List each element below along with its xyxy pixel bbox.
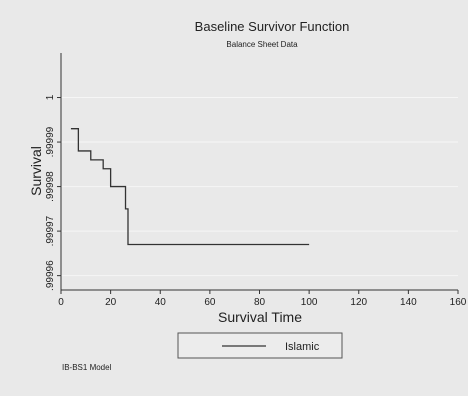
model-footnote: IB-BS1 Model — [62, 363, 112, 372]
y-tick-label-3: .99997 — [45, 215, 56, 246]
x-tick-label-3: 60 — [204, 297, 216, 308]
x-tick-label-2: 40 — [155, 297, 167, 308]
x-tick-label-1: 20 — [105, 297, 117, 308]
series-group — [70, 128, 310, 246]
axes — [60, 53, 458, 291]
legend-label-islamic: Islamic — [285, 341, 320, 353]
x-axis-label: Survival Time — [218, 309, 302, 325]
legend: Islamic — [177, 332, 343, 359]
y-tick-label-2: .99998 — [45, 171, 56, 202]
x-tick-label-0: 0 — [58, 297, 64, 308]
y-tick-label-0: 1 — [45, 94, 56, 100]
y-axis-label: Survival — [28, 146, 44, 196]
x-tick-label-8: 160 — [450, 297, 467, 308]
gridlines — [61, 97, 458, 277]
y-axis-ticks: 1 .99999 .99998 .99997 .99996 — [45, 94, 61, 291]
x-tick-label-6: 120 — [350, 297, 367, 308]
x-tick-label-5: 100 — [301, 297, 318, 308]
x-tick-label-4: 80 — [254, 297, 266, 308]
x-axis-ticks: 0 20 40 60 80 100 120 140 160 — [58, 290, 467, 308]
series-line-islamic — [70, 128, 310, 246]
chart-title: Baseline Survivor Function — [195, 19, 350, 34]
x-tick-label-7: 140 — [400, 297, 417, 308]
y-tick-label-4: .99996 — [45, 260, 56, 291]
chart-subtitle: Balance Sheet Data — [226, 40, 298, 49]
y-tick-label-1: .99999 — [45, 126, 56, 157]
